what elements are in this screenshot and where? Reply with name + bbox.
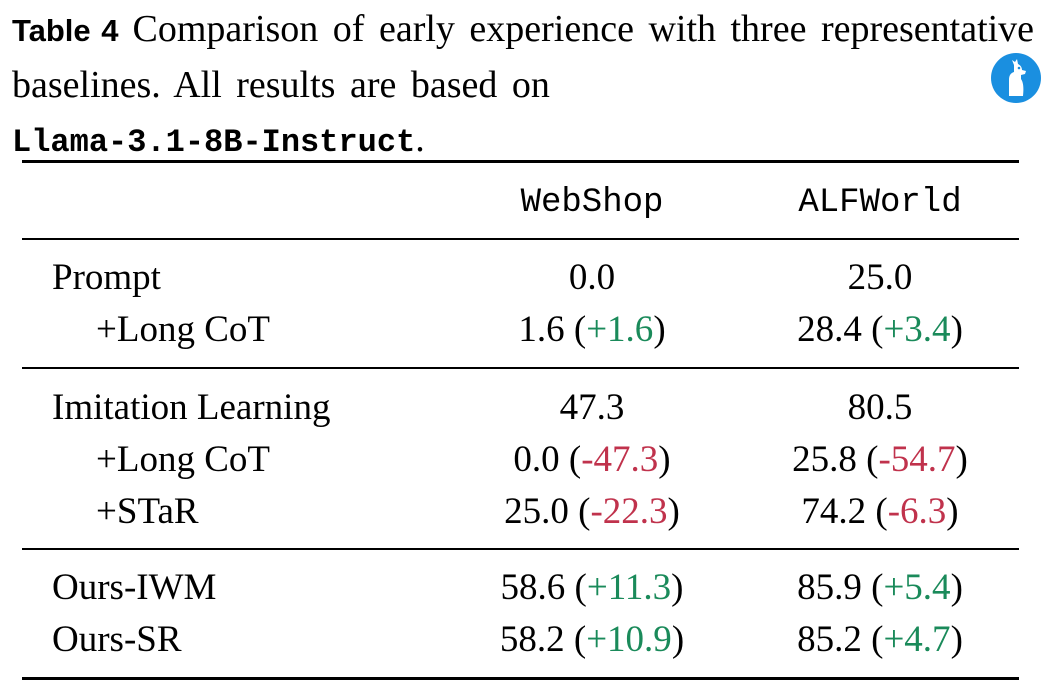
table-caption: Table 4 Comparison of early experience wi… [12, 2, 1046, 170]
webshop-delta: -47.3 [581, 439, 659, 480]
llama-icon [991, 53, 1041, 103]
webshop-delta: -22.3 [590, 491, 668, 532]
alfworld-delta: -6.3 [887, 491, 947, 532]
caption-model-name: Llama-3.1-8B-Instruct [12, 124, 416, 161]
alfworld-value: 25.8 (-54.7) [792, 439, 968, 480]
row-label: Ours-IWM [52, 567, 217, 608]
webshop-delta: +11.3 [586, 567, 672, 608]
alfworld-value: 74.2 (-6.3) [801, 491, 959, 532]
group-rule [22, 548, 1019, 550]
column-header-webshop: WebShop [520, 184, 664, 222]
webshop-value: 58.6 (+11.3) [500, 567, 684, 608]
column-header-alfworld: ALFWorld [798, 184, 962, 222]
alfworld-value: 85.2 (+4.7) [797, 619, 963, 660]
alfworld-delta: +5.4 [883, 567, 951, 608]
row-label: +STaR [96, 491, 199, 532]
alfworld-value: 85.9 (+5.4) [797, 567, 963, 608]
bottom-rule [22, 677, 1019, 680]
webshop-delta: +10.9 [586, 619, 672, 660]
alfworld-delta: -54.7 [878, 439, 956, 480]
alfworld-delta: +4.7 [883, 619, 951, 660]
group-rule [22, 367, 1019, 369]
alfworld-value: 25.0 [847, 257, 913, 298]
webshop-value: 0.0 [568, 257, 616, 298]
alfworld-delta: +3.4 [883, 309, 951, 350]
header-rule [22, 238, 1019, 240]
row-label: +Long CoT [96, 439, 270, 480]
caption-period: . [415, 118, 425, 160]
webshop-value: 1.6 (+1.6) [518, 309, 666, 350]
row-label: +Long CoT [96, 309, 270, 350]
row-label: Ours-SR [52, 619, 182, 660]
alfworld-value: 28.4 (+3.4) [797, 309, 963, 350]
table-label: Table 4 [12, 13, 119, 48]
webshop-value: 47.3 [559, 387, 625, 428]
row-label: Prompt [52, 257, 161, 298]
row-label: Imitation Learning [52, 387, 331, 428]
webshop-value: 58.2 (+10.9) [499, 619, 685, 660]
webshop-value: 25.0 (-22.3) [504, 491, 680, 532]
webshop-value: 0.0 (-47.3) [513, 439, 671, 480]
alfworld-value: 80.5 [847, 387, 913, 428]
top-rule [22, 160, 1019, 163]
caption-text: Comparison of early experience with thre… [12, 8, 1035, 106]
webshop-delta: +1.6 [586, 309, 654, 350]
